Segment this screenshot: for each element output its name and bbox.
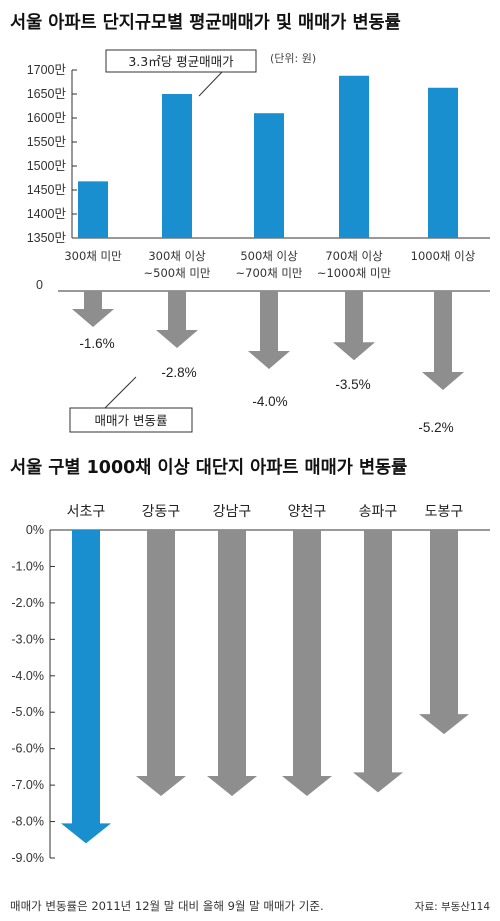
- chart3-ytick-label: -7.0%: [11, 778, 44, 792]
- change-rate-arrow: [422, 291, 464, 390]
- chart1-bar: [339, 75, 369, 238]
- series-callout-box: [105, 49, 257, 73]
- change-callout-box: [69, 407, 193, 433]
- change-rate-arrow: [156, 291, 198, 348]
- change-rate-value-label: -2.8%: [161, 365, 196, 380]
- chart3-category-label: 양천구: [288, 504, 327, 520]
- chart1-title: 서울 아파트 단지규모별 평균매매가 및 매매가 변동률: [10, 13, 401, 33]
- chart3-category-label: 송파구: [359, 504, 398, 520]
- chart3-ytick-label: -3.0%: [11, 632, 44, 646]
- chart1-ytick-label: 1350만: [27, 231, 67, 245]
- chart1-category-label: 1000채 이상: [411, 249, 476, 263]
- chart3-ytick-label: -8.0%: [11, 815, 44, 829]
- chart1-bar: [254, 113, 284, 238]
- chart1-bar: [78, 181, 108, 238]
- series-callout: 3.3㎡당 평균매매가: [105, 49, 257, 97]
- chart3-ytick-label: 0%: [26, 523, 44, 537]
- change-rate-value-label: -1.6%: [79, 336, 114, 351]
- change-callout-label: 매매가 변동률: [95, 413, 168, 428]
- source: 자료: 부동산114: [415, 901, 491, 913]
- chart2-zero-label: 0: [36, 278, 43, 292]
- chart1-category-label: ~500채 미만: [144, 266, 211, 280]
- chart1-ytick-label: 1550만: [27, 135, 67, 149]
- chart3-category-label: 강동구: [142, 504, 181, 520]
- chart1-category-label: 300채 이상: [148, 249, 206, 263]
- chart1-ytick-label: 1450만: [27, 183, 67, 197]
- change-rate-arrow: [333, 291, 375, 361]
- chart3-ytick-label: -9.0%: [11, 851, 44, 865]
- change-callout-pointer: [104, 376, 137, 409]
- chart1-category-label: ~1000채 미만: [317, 266, 392, 280]
- chart3-category-label: 서초구: [67, 504, 106, 520]
- chart3-title: 서울 구별 1000채 이상 대단지 아파트 매매가 변동률: [10, 458, 407, 478]
- change-rate-value-label: -4.0%: [252, 394, 287, 409]
- chart1-ytick-label: 1650만: [27, 87, 67, 101]
- district-change-arrow: [419, 530, 469, 735]
- change-rate-arrow: [72, 291, 114, 327]
- change-rate-value-label: -3.5%: [335, 377, 370, 392]
- district-change-arrow: [207, 530, 257, 797]
- district-change-arrow: [282, 530, 332, 797]
- chart1-category-label: 300채 미만: [64, 249, 122, 263]
- chart3-ytick-label: -1.0%: [11, 559, 44, 573]
- chart3-category-label: 강남구: [213, 504, 252, 520]
- change-callout: 매매가 변동률: [69, 376, 193, 433]
- chart3-category-label: 도봉구: [425, 504, 464, 520]
- chart1-ytick-label: 1700만: [27, 63, 67, 77]
- unit-label: (단위: 원): [270, 52, 316, 65]
- series-callout-pointer: [198, 71, 223, 97]
- chart3-ytick-label: -6.0%: [11, 742, 44, 756]
- chart3-ytick-label: -5.0%: [11, 705, 44, 719]
- district-change-arrow: [353, 530, 403, 793]
- chart1-category-label: ~700채 미만: [236, 266, 303, 280]
- chart1-bar: [428, 87, 458, 238]
- district-change-arrow: [136, 530, 186, 797]
- chart1-category-label: 700채 이상: [325, 249, 383, 263]
- change-rate-arrow: [248, 291, 290, 369]
- district-change-arrow: [61, 530, 111, 844]
- chart1-category-label: 500채 이상: [240, 249, 298, 263]
- series-callout-label: 3.3㎡당 평균매매가: [128, 54, 234, 69]
- footnote: 매매가 변동률은 2011년 12월 말 대비 올해 9월 말 매매가 기준.: [10, 899, 324, 913]
- chart1-bar: [162, 94, 192, 238]
- chart1-ytick-label: 1500만: [27, 159, 67, 173]
- chart3-ytick-label: -2.0%: [11, 596, 44, 610]
- chart1-ytick-label: 1400만: [27, 207, 67, 221]
- chart3-ytick-label: -4.0%: [11, 669, 44, 683]
- change-rate-value-label: -5.2%: [418, 420, 453, 435]
- chart1-ytick-label: 1600만: [27, 111, 67, 125]
